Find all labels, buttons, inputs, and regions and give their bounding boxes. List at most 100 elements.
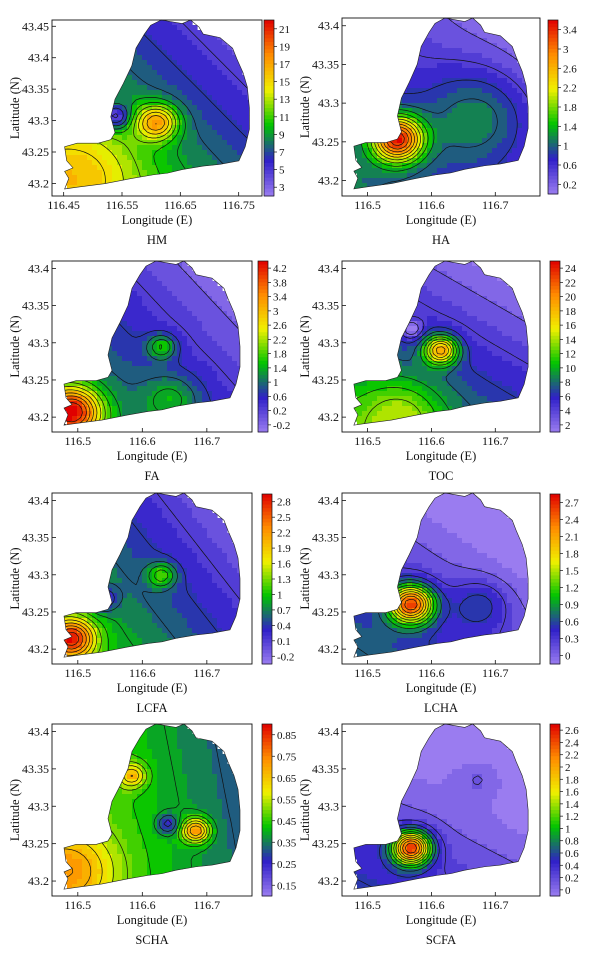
- x-tick-label: 116.5: [354, 434, 381, 448]
- contour-field-lcha: [353, 493, 529, 658]
- colorbar-label: 12: [565, 349, 576, 361]
- y-tick-label: 43.25: [22, 837, 49, 851]
- colorbar-label: 0.75: [277, 751, 297, 763]
- panel-title: FA: [144, 469, 159, 483]
- colorbar-label: 1: [277, 589, 283, 601]
- panel-lcfa: 116.5 116.6 116.7 43.4 43.35 43.3 43.25 43.2 Lon…: [8, 492, 294, 715]
- colorbar-label: 3.8: [273, 277, 287, 289]
- colorbar-label: 17: [279, 59, 291, 71]
- colorbar-label: 2.2: [277, 528, 291, 540]
- colorbar-label: 3.4: [273, 292, 287, 304]
- y-tick-label: 43.4: [28, 493, 49, 507]
- contour-field-lcfa: [64, 493, 240, 658]
- y-tick-label: 43.3: [318, 336, 339, 350]
- contour-field-hm: [64, 20, 250, 189]
- x-axis-label: Longitude (E): [406, 681, 476, 695]
- x-axis-label: Longitude (E): [406, 449, 476, 463]
- colorbar-label: 2.4: [565, 737, 579, 749]
- colorbar-label: 21: [279, 24, 290, 36]
- contour-field-scfa: [353, 724, 529, 890]
- colorbar-label: 4: [565, 406, 571, 418]
- region-outline-ha: [353, 17, 529, 190]
- y-tick-label: 43.35: [312, 57, 339, 71]
- region-outline-lcha: [353, 492, 529, 658]
- y-tick-label: 43.25: [22, 373, 49, 387]
- y-tick-label: 43.4: [318, 261, 339, 275]
- x-tick-label: 116.6: [418, 434, 445, 448]
- x-tick-label: 116.7: [482, 666, 509, 680]
- colorbar-label: 0.55: [277, 794, 297, 806]
- colorbar-label: 24: [565, 263, 577, 275]
- x-tick-label: 116.45: [47, 198, 80, 212]
- colorbar-label: 1.4: [273, 363, 287, 375]
- colorbar-label: 0.2: [563, 179, 577, 191]
- colorbar-label: 4.2: [273, 263, 287, 275]
- colorbar-label: 3: [273, 306, 279, 318]
- axes-frame-lcfa: [51, 492, 253, 665]
- y-tick-label: 43.45: [22, 19, 49, 33]
- panel-title: HA: [432, 233, 450, 247]
- colorbar-scfa: 2.62.42.221.81.61.41.210.80.60.40.20: [549, 723, 579, 897]
- colorbar-label: 0.8: [565, 836, 579, 848]
- colorbar-label: 16: [565, 320, 577, 332]
- colorbar-label: 2.6: [273, 320, 287, 332]
- colorbar-label: 2.1: [565, 532, 579, 544]
- x-tick-label: 116.75: [222, 198, 255, 212]
- colorbar-label: 2: [565, 762, 571, 774]
- x-tick-label: 116.7: [482, 434, 509, 448]
- y-axis-label: Latitude (N): [8, 547, 22, 609]
- colorbar-label: 1.8: [565, 774, 579, 786]
- panel-title: SCFA: [426, 933, 456, 947]
- colorbar-label: 2: [565, 420, 571, 432]
- colorbar-label: 1.2: [565, 811, 579, 823]
- axes-frame-hm: [51, 19, 263, 197]
- panel-title: LCHA: [424, 701, 458, 715]
- colorbar-label: 18: [565, 306, 577, 318]
- colorbar-label: 19: [279, 41, 291, 53]
- colorbar-label: 0.4: [565, 860, 579, 872]
- panel-toc: 116.5 116.6 116.7 43.4 43.35 43.3 43.25 43.2 Lon…: [298, 260, 577, 483]
- y-tick-label: 43.4: [318, 19, 339, 33]
- colorbar-label: 0.45: [277, 816, 297, 828]
- y-tick-label: 43.3: [318, 96, 339, 110]
- x-tick-label: 116.6: [129, 666, 156, 680]
- region-outline-lcfa: [63, 492, 241, 658]
- y-tick-label: 43.4: [318, 724, 339, 738]
- colorbar-label: 2.2: [273, 334, 287, 346]
- region-outline-scha: [63, 723, 241, 890]
- colorbar-label: 0.15: [277, 880, 297, 892]
- panel-lcha: 116.5 116.6 116.7 43.4 43.35 43.3 43.25 43.2 Lon…: [298, 492, 579, 715]
- y-axis-label: Latitude (N): [8, 779, 22, 841]
- axes-frame-ha: [341, 17, 541, 197]
- colorbar-label: 0.2: [565, 873, 579, 885]
- y-tick-label: 43.35: [22, 82, 49, 96]
- colorbar-label: 0.6: [563, 160, 577, 172]
- colorbar-label: 0.4: [277, 620, 291, 632]
- panel-ha: 116.5 116.6 116.7 43.4 43.35 43.3 43.25 43.2 Lon…: [298, 17, 577, 247]
- y-tick-label: 43.4: [28, 51, 49, 65]
- panel-hm: 116.45 116.55 116.65 116.7543.4543.443.3543…: [8, 19, 291, 247]
- x-tick-label: 116.7: [194, 898, 221, 912]
- x-tick-label: 116.5: [65, 898, 92, 912]
- colorbar-label: 0.6: [565, 848, 579, 860]
- y-tick-label: 43.3: [318, 799, 339, 813]
- region-outline-fa: [63, 260, 241, 426]
- axes-frame-scfa: [341, 723, 541, 897]
- colorbar-label: 3.4: [563, 25, 577, 37]
- x-axis-label: Longitude (E): [117, 681, 187, 695]
- colorbar-label: 1: [565, 823, 571, 835]
- colorbar-label: 2.2: [565, 750, 579, 762]
- colorbar-label: 0.2: [273, 406, 287, 418]
- y-tick-label: 43.3: [28, 568, 49, 582]
- y-tick-label: 43.2: [318, 174, 339, 188]
- y-tick-label: 43.35: [22, 762, 49, 776]
- panel-title: SCHA: [135, 933, 168, 947]
- colorbar-toc: 24 22 20 18 16 14 12 10 8 6 4 2: [549, 260, 577, 433]
- y-tick-label: 43.2: [28, 642, 49, 656]
- y-tick-label: 43.2: [28, 176, 49, 190]
- colorbar-label: 20: [565, 292, 577, 304]
- y-tick-label: 43.35: [22, 299, 49, 313]
- colorbar-label: 22: [565, 277, 576, 289]
- colorbar-label: 14: [565, 334, 577, 346]
- colorbar-label: 7: [279, 147, 285, 159]
